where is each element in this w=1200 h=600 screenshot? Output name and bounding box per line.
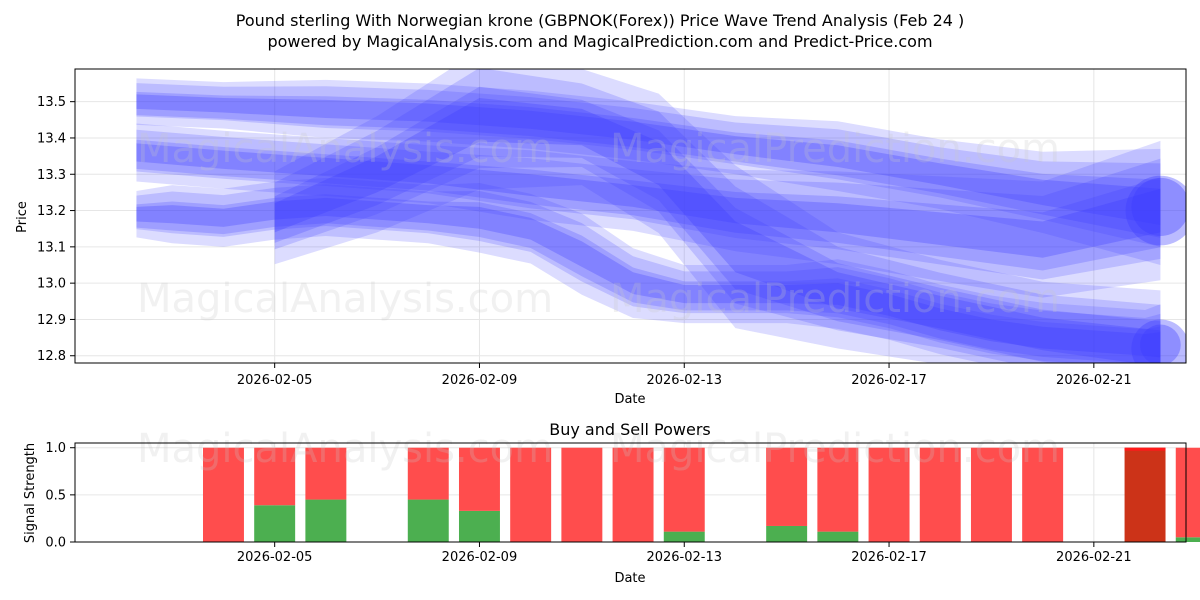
signal-title: Buy and Sell Powers <box>549 420 711 439</box>
wave-band-layer <box>136 177 1161 363</box>
wave-band-layer <box>136 197 1161 358</box>
buy-bar <box>1175 537 1200 542</box>
watermark-prediction-bottom: MagicalPrediction.com <box>610 426 1060 472</box>
sell-bar <box>817 447 859 532</box>
buy-bar <box>458 510 500 542</box>
wave-band-layer <box>136 184 1161 363</box>
price-axes: 2026-02-05 2026-02-09 2026-02-13 2026-02-17… <box>37 68 1187 388</box>
wave-band-layer <box>274 69 1161 363</box>
sell-bar <box>561 447 603 542</box>
wave-band-layer <box>136 139 1161 271</box>
sell-bar <box>510 447 552 542</box>
wave-series-price-wave <box>136 177 1181 363</box>
wave-series-mid-band <box>136 123 1186 298</box>
signal-x-label: Date <box>614 571 645 586</box>
watermark-prediction-top: MagicalPrediction.com <box>610 126 1060 172</box>
signal-frame <box>74 442 1187 543</box>
price-grid <box>75 69 1186 363</box>
signal-x-tick-label: 2026-02-13 <box>646 550 722 565</box>
signal-y-label: Signal Strength <box>23 443 38 543</box>
wave-band-layer <box>136 123 1161 298</box>
price-panel: MagicalAnalysis.com MagicalPrediction.co… <box>15 68 1187 407</box>
sell-bar <box>766 447 808 526</box>
price-y-label: Price <box>15 201 30 233</box>
watermark-analysis-top: MagicalAnalysis.com <box>137 126 553 172</box>
price-x-tick-label: 2026-02-21 <box>1056 373 1132 388</box>
wave-band-layer <box>274 98 1161 363</box>
wave-end-cap <box>1131 177 1186 236</box>
signal-x-tick-label: 2026-02-09 <box>442 550 518 565</box>
signal-x-tick-label: 2026-02-21 <box>1056 550 1132 565</box>
price-y-tick-label: 12.9 <box>37 313 66 328</box>
watermark-prediction-mid: MagicalPrediction.com <box>610 276 1060 322</box>
price-x-tick-label: 2026-02-17 <box>851 373 927 388</box>
price-x-tick-label: 2026-02-13 <box>646 373 722 388</box>
wave-band-layer <box>136 94 1161 226</box>
signal-watermarks: MagicalAnalysis.com MagicalPrediction.co… <box>137 426 1060 472</box>
price-y-tick-label: 13.2 <box>37 204 66 219</box>
sell-bar <box>970 447 1012 542</box>
sell-bar <box>612 447 654 542</box>
wave-band-layer <box>274 69 1161 363</box>
price-wave-bands <box>136 69 1186 363</box>
price-y-tick-label: 13.0 <box>37 277 66 292</box>
wave-band-layer <box>136 91 1161 238</box>
buy-bar <box>663 531 705 542</box>
buy-bar <box>766 525 808 542</box>
price-x-tick-label: 2026-02-09 <box>442 373 518 388</box>
sell-bar <box>663 447 705 532</box>
signal-x-tick-label: 2026-02-17 <box>851 550 927 565</box>
price-frame <box>74 68 1187 364</box>
wave-band-layer <box>136 78 1161 265</box>
buy-bar <box>254 505 296 542</box>
price-y-tick-label: 13.1 <box>37 240 66 255</box>
watermark-analysis-bottom: MagicalAnalysis.com <box>137 426 553 472</box>
price-y-tick-label: 12.8 <box>37 349 66 364</box>
price-x-label: Date <box>614 392 645 407</box>
price-x-tick-label: 2026-02-05 <box>237 373 313 388</box>
wave-end-cap <box>1131 319 1186 363</box>
sell-bar <box>1124 447 1166 542</box>
sell-bar <box>1175 447 1200 538</box>
wave-band-layer <box>136 143 1161 258</box>
signal-y-tick-label: 0.5 <box>45 488 66 503</box>
wave-series-upper-band <box>136 78 1186 265</box>
signal-bars <box>202 447 1200 542</box>
sell-bar <box>458 447 500 511</box>
buy-bar <box>407 499 449 542</box>
chart-title-line2: powered by MagicalAnalysis.com and Magic… <box>267 32 932 51</box>
sell-bar <box>305 447 347 500</box>
buy-bar <box>817 531 859 542</box>
buy-bar <box>305 499 347 542</box>
price-watermarks: MagicalAnalysis.com MagicalPrediction.co… <box>137 126 1060 322</box>
price-y-tick-label: 13.3 <box>37 168 66 183</box>
sell-bar-highlight <box>1124 447 1166 451</box>
wave-band-layer <box>136 83 1161 247</box>
wave-band-layer <box>136 194 1161 363</box>
chart-title-line1: Pound sterling With Norwegian krone (GBP… <box>236 11 965 30</box>
signal-x-tick-label: 2026-02-05 <box>237 550 313 565</box>
signal-axes: 2026-02-05 2026-02-09 2026-02-13 2026-02-17… <box>45 441 1187 565</box>
sell-bar <box>1022 447 1064 542</box>
signal-y-tick-label: 1.0 <box>45 441 66 456</box>
wave-band-layer <box>274 86 1161 363</box>
price-y-tick-label: 13.4 <box>37 131 66 146</box>
wave-band-layer <box>136 129 1161 280</box>
sell-bar <box>202 447 244 542</box>
signal-panel: Buy and Sell Powers MagicalAnalysis.com … <box>23 420 1200 586</box>
signal-y-tick-label: 0.0 <box>45 536 66 551</box>
wave-end-cap <box>1140 324 1181 363</box>
watermark-analysis-mid: MagicalAnalysis.com <box>137 276 553 322</box>
sell-bar <box>254 447 296 506</box>
sell-bar <box>919 447 961 542</box>
sell-bar <box>868 447 910 542</box>
price-y-tick-label: 13.5 <box>37 95 66 110</box>
wave-series-crossing-wave <box>274 69 1186 363</box>
sell-bar <box>407 447 449 500</box>
wave-end-cap <box>1125 175 1186 246</box>
